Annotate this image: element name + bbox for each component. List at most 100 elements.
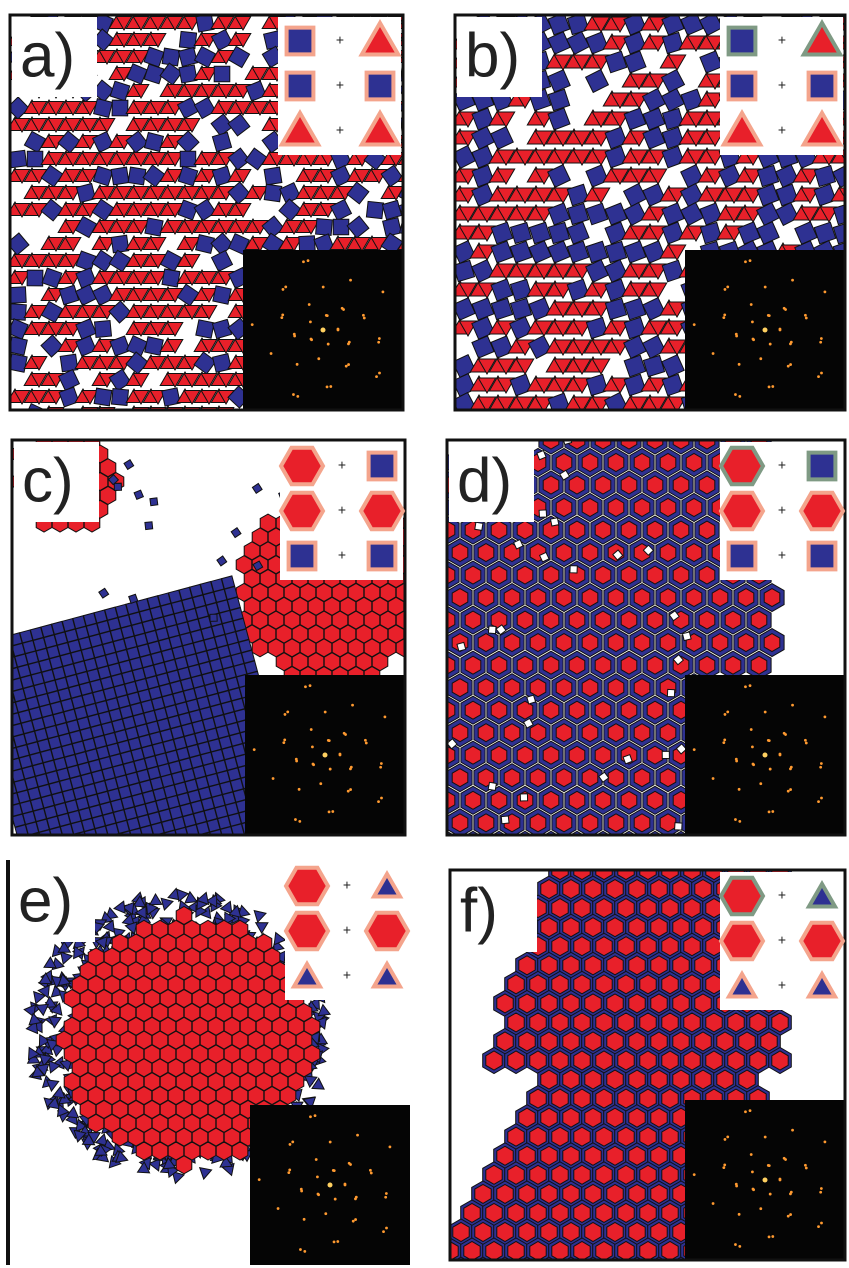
fft-peak (298, 788, 301, 791)
fft-peak (349, 788, 352, 791)
fft-peak (310, 728, 313, 731)
fft-peak (309, 684, 312, 687)
fft-peak (723, 739, 726, 742)
fft-peak (258, 1178, 261, 1181)
fft-peak (749, 1109, 752, 1112)
legend-plus: + (778, 77, 786, 93)
panel-label: d) (457, 446, 512, 515)
fft-center (763, 1178, 768, 1183)
fft-peak (819, 766, 822, 769)
fft-peak (759, 782, 762, 785)
fft-peak (329, 768, 332, 771)
fft-peak (738, 363, 741, 366)
fft-peak (764, 711, 767, 714)
fft-peak (768, 385, 771, 388)
fft-peak (363, 317, 366, 320)
fft-peak (783, 1157, 786, 1160)
legend-plus: + (343, 967, 351, 983)
fft-peak (722, 1166, 725, 1169)
fft-peak (378, 372, 381, 375)
fft-peak (322, 286, 325, 289)
fft-peak (302, 260, 305, 263)
legend-plus: + (336, 77, 344, 93)
fft-peak (324, 711, 327, 714)
fft-peak (787, 790, 790, 793)
fft-peak (820, 762, 823, 765)
fft-peak (787, 365, 790, 368)
fft-peak (805, 1167, 808, 1170)
fft-peak (384, 1196, 387, 1199)
fft-peak (382, 1230, 385, 1233)
fft-peak (790, 766, 793, 769)
fft-peak (820, 337, 823, 340)
fft-peak (769, 768, 772, 771)
fft-peak (817, 800, 820, 803)
fft-center (328, 1183, 333, 1188)
fft-peak (734, 818, 737, 821)
fft-peak (783, 307, 786, 310)
fft-peak (752, 763, 755, 766)
fft-peak (385, 1227, 388, 1230)
fft-peak (341, 307, 344, 310)
fft-peak (724, 713, 727, 716)
fft-peak (333, 1240, 336, 1243)
fft-peak (751, 1170, 754, 1173)
fft-peak (750, 1153, 753, 1156)
fft-peak (317, 357, 320, 360)
fft-peak (348, 1162, 351, 1165)
fft-peak (738, 820, 741, 823)
fft-peak (712, 352, 715, 355)
fft-peak (310, 338, 313, 341)
fft-peak (356, 1134, 359, 1137)
fft-peak (309, 320, 312, 323)
fft-peak (744, 260, 747, 263)
fft-peak (791, 279, 794, 282)
fft-peak (693, 323, 696, 326)
fft-peak (789, 788, 792, 791)
fft-peak (332, 1169, 335, 1172)
fft-peak (380, 797, 383, 800)
fft-peak (824, 291, 827, 294)
fft-peak (277, 1207, 280, 1210)
panel-label: e) (18, 866, 73, 935)
fft-peak (752, 1188, 755, 1191)
fft-peak (324, 1212, 327, 1215)
fft-peak (377, 341, 380, 344)
fft-peak (820, 1187, 823, 1190)
fft-peak (820, 372, 823, 375)
fft-peak (738, 1245, 741, 1248)
fft-peak (771, 385, 774, 388)
fft-peak (817, 1225, 820, 1228)
fft-peak (296, 363, 299, 366)
fft-peak (389, 1146, 392, 1149)
legend-plus: + (336, 122, 344, 138)
fft-peak (315, 1158, 318, 1161)
legend-plus: + (778, 502, 786, 518)
fft-peak (280, 316, 283, 319)
fft-peak (804, 1164, 807, 1167)
fft-peak (281, 314, 284, 317)
fft-peak (771, 1235, 774, 1238)
panel-label: a) (20, 21, 75, 90)
panel: e)+++ (8, 860, 410, 1265)
fft-peak (298, 820, 301, 823)
fft-peak (791, 1129, 794, 1132)
fft-peak (270, 352, 273, 355)
fft-peak (337, 328, 340, 331)
fft-center (763, 328, 768, 333)
fft-peak (738, 395, 741, 398)
fft-peak (726, 285, 729, 288)
fft-center (323, 753, 328, 758)
fft-peak (348, 341, 351, 344)
fft-peak (712, 1202, 715, 1205)
fft-peak (364, 739, 367, 742)
fft-peak (768, 1235, 771, 1238)
fft-peak (738, 1213, 741, 1216)
fft-peak (299, 1248, 302, 1251)
fft-peak (286, 710, 289, 713)
fft-peak (735, 1185, 738, 1188)
fft-peak (382, 291, 385, 294)
legend-plus: + (778, 457, 786, 473)
fft-peak (723, 1164, 726, 1167)
fft-peak (779, 1178, 782, 1181)
